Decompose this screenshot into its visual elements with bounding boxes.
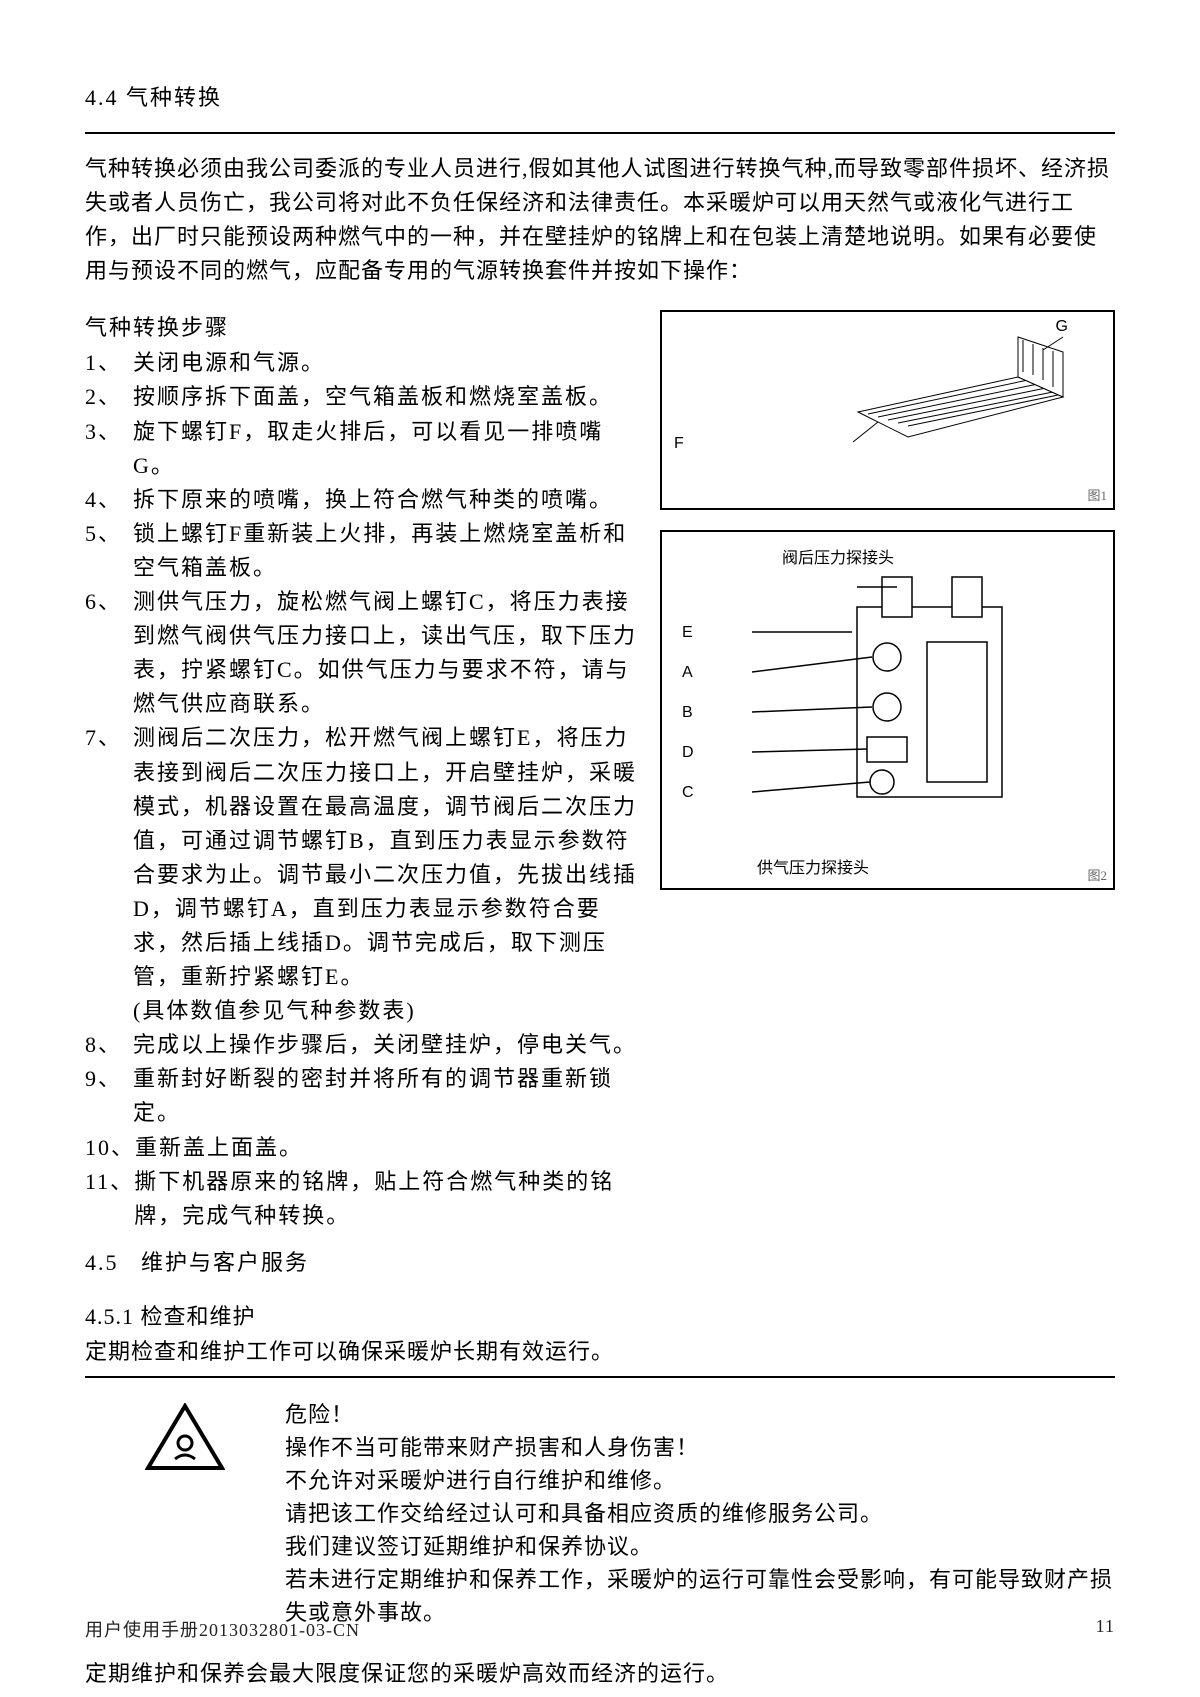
section-4-4-number: 4.4 <box>85 85 119 110</box>
step-text: 测阀后二次压力，松开燃气阀上螺钉E，将压力表接到阀后二次压力接口上，开启壁挂炉，… <box>133 721 645 994</box>
step-4: 4、 拆下原来的喷嘴，换上符合燃气种类的喷嘴。 <box>85 483 645 517</box>
step-text: 撕下机器原来的铭牌，贴上符合燃气种类的铭牌，完成气种转换。 <box>134 1165 645 1233</box>
figure2-label-e: E <box>682 624 693 642</box>
figure2-label-top: 阀后压力探接头 <box>782 544 894 568</box>
figure2-caption: 图2 <box>1087 865 1107 884</box>
danger-heading: 危险！ <box>285 1398 1115 1431</box>
step-text: 测供气压力，旋松燃气阀上螺钉C，将压力表接到燃气阀供气压力接口上，读出气压，取下… <box>133 585 645 721</box>
step-7: 7、 测阀后二次压力，松开燃气阀上螺钉E，将压力表接到阀后二次压力接口上，开启壁… <box>85 721 645 994</box>
closing-paragraph: 定期维护和保养会最大限度保证您的采暖炉高效而经济的运行。 <box>85 1657 1115 1690</box>
step-number: 6、 <box>85 585 133 721</box>
step-text: 拆下原来的喷嘴，换上符合燃气种类的喷嘴。 <box>133 483 645 517</box>
step-text: 关闭电源和气源。 <box>133 346 645 380</box>
step-7-note: (具体数值参见气种参数表) <box>85 994 645 1028</box>
danger-line-4: 我们建议签订延期维护和保养协议。 <box>285 1530 1115 1563</box>
step-text: 重新封好断裂的密封并将所有的调节器重新锁定。 <box>133 1062 645 1130</box>
step-number: 10、 <box>85 1131 135 1165</box>
footer-left: 用户使用手册2013032801-03-CN <box>85 1616 360 1642</box>
figure2-label-c: C <box>682 784 694 802</box>
step-text: 重新盖上面盖。 <box>135 1131 645 1165</box>
step-number: 4、 <box>85 483 133 517</box>
section-4-5-1-number: 4.5.1 <box>85 1304 134 1329</box>
section-4-5-1-title: 检查和维护 <box>141 1304 256 1329</box>
step-number: 9、 <box>85 1062 133 1130</box>
section-4-5-number: 4.5 <box>85 1250 119 1275</box>
step-number: 2、 <box>85 380 133 414</box>
step-number: 3、 <box>85 415 133 483</box>
figure2-label-bottom: 供气压力探接头 <box>757 854 869 878</box>
danger-icon-column <box>85 1398 285 1629</box>
danger-line-1: 操作不当可能带来财产损害和人身伤害！ <box>285 1431 1115 1464</box>
section-4-5-1-text: 定期检查和维护工作可以确保采暖炉长期有效运行。 <box>85 1335 1115 1368</box>
step-1: 1、 关闭电源和气源。 <box>85 346 645 380</box>
warning-paragraph: 气种转换必须由我公司委派的专业人员进行,假如其他人试图进行转换气种,而导致零部件… <box>85 152 1115 288</box>
step-11: 11、 撕下机器原来的铭牌，贴上符合燃气种类的铭牌，完成气种转换。 <box>85 1165 645 1233</box>
section-4-5-1-heading: 4.5.1 检查和维护 <box>85 1299 1115 1331</box>
figure-1: F G 图1 <box>660 310 1115 510</box>
warning-triangle-icon <box>145 1403 225 1473</box>
figures-column: F G 图1 阀后压力探接头 <box>660 310 1115 1232</box>
figure2-label-a: A <box>682 664 693 682</box>
step-text: 锁上螺钉F重新装上火排，再装上燃烧室盖析和空气箱盖板。 <box>133 517 645 585</box>
figure1-label-g: G <box>1056 318 1068 336</box>
page-footer: 用户使用手册2013032801-03-CN 11 <box>85 1616 1115 1642</box>
step-number: 1、 <box>85 346 133 380</box>
footer-page-number: 11 <box>1096 1616 1115 1642</box>
step-number: 11、 <box>85 1165 134 1233</box>
section-4-4-title: 气种转换 <box>126 85 222 110</box>
figure2-label-d: D <box>682 744 694 762</box>
step-number: 5、 <box>85 517 133 585</box>
steps-heading: 气种转换步骤 <box>85 310 645 342</box>
section-4-4-heading: 4.4 气种转换 <box>85 80 1115 112</box>
step-number: 7、 <box>85 721 133 994</box>
step-3: 3、 旋下螺钉F，取走火排后，可以看见一排喷嘴G。 <box>85 415 645 483</box>
step-10: 10、 重新盖上面盖。 <box>85 1131 645 1165</box>
step-text: 按顺序拆下面盖，空气箱盖板和燃烧室盖板。 <box>133 380 645 414</box>
section-4-5-heading: 4.5 维护与客户服务 <box>85 1245 1115 1277</box>
step-5: 5、 锁上螺钉F重新装上火排，再装上燃烧室盖析和空气箱盖板。 <box>85 517 645 585</box>
step-9: 9、 重新封好断裂的密封并将所有的调节器重新锁定。 <box>85 1062 645 1130</box>
content-row: 气种转换步骤 1、 关闭电源和气源。 2、 按顺序拆下面盖，空气箱盖板和燃烧室盖… <box>85 310 1115 1232</box>
steps-column: 气种转换步骤 1、 关闭电源和气源。 2、 按顺序拆下面盖，空气箱盖板和燃烧室盖… <box>85 310 645 1232</box>
figure-2: 阀后压力探接头 <box>660 530 1115 890</box>
step-text: 完成以上操作步骤后，关闭壁挂炉，停电关气。 <box>133 1028 645 1062</box>
figure1-caption: 图1 <box>1087 485 1107 504</box>
danger-text-column: 危险！ 操作不当可能带来财产损害和人身伤害！ 不允许对采暖炉进行自行维护和维修。… <box>285 1398 1115 1629</box>
section-4-5-title: 维护与客户服务 <box>141 1250 309 1275</box>
divider <box>85 1376 1115 1378</box>
figure2-label-b: B <box>682 704 693 722</box>
step-6: 6、 测供气压力，旋松燃气阀上螺钉C，将压力表接到燃气阀供气压力接口上，读出气压… <box>85 585 645 721</box>
divider <box>85 132 1115 134</box>
step-text: 旋下螺钉F，取走火排后，可以看见一排喷嘴G。 <box>133 415 645 483</box>
danger-block: 危险！ 操作不当可能带来财产损害和人身伤害！ 不允许对采暖炉进行自行维护和维修。… <box>85 1398 1115 1629</box>
figure1-label-f: F <box>674 435 684 453</box>
danger-line-3: 请把该工作交给经过认可和具备相应资质的维修服务公司。 <box>285 1497 1115 1530</box>
valve-illustration <box>752 567 1052 847</box>
step-number: 8、 <box>85 1028 133 1062</box>
step-8: 8、 完成以上操作步骤后，关闭壁挂炉，停电关气。 <box>85 1028 645 1062</box>
burner-illustration <box>838 322 1078 462</box>
danger-line-2: 不允许对采暖炉进行自行维护和维修。 <box>285 1464 1115 1497</box>
step-2: 2、 按顺序拆下面盖，空气箱盖板和燃烧室盖板。 <box>85 380 645 414</box>
